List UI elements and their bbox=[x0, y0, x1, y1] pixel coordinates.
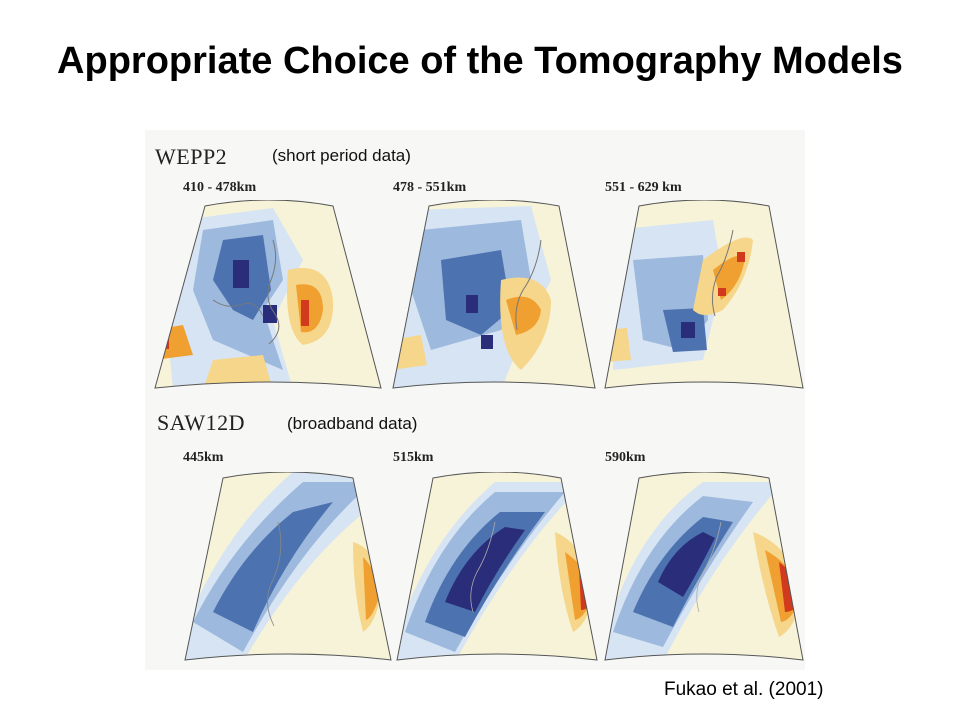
map-panel-saw12d-445km bbox=[184, 472, 392, 661]
map-panel-wepp2-551-629km bbox=[604, 200, 804, 389]
model-name-wepp2: WEPP2 bbox=[155, 144, 228, 169]
model-name-saw12d: SAW12D bbox=[157, 410, 246, 435]
data-note-short-period: (short period data) bbox=[272, 146, 411, 165]
depth-label-saw12d-3: 590km bbox=[605, 450, 646, 465]
map-panel-saw12d-515km bbox=[396, 472, 598, 661]
map-panel-saw12d-590km bbox=[604, 472, 804, 661]
data-note-broadband: (broadband data) bbox=[287, 414, 418, 433]
map-panel-wepp2-410-478km bbox=[154, 200, 382, 389]
map-panel-wepp2-478-551km bbox=[392, 200, 596, 389]
depth-label-wepp2-1: 410 - 478km bbox=[183, 180, 257, 195]
citation: Fukao et al. (2001) bbox=[664, 679, 824, 700]
depth-label-saw12d-1: 445km bbox=[183, 450, 224, 465]
depth-label-saw12d-2: 515km bbox=[393, 450, 434, 465]
tomography-figure: WEPP2 (short period data) 410 - 478km 47… bbox=[145, 130, 805, 670]
depth-label-wepp2-2: 478 - 551km bbox=[393, 180, 467, 195]
slide-title: Appropriate Choice of the Tomography Mod… bbox=[57, 40, 903, 82]
depth-label-wepp2-3: 551 - 629 km bbox=[605, 180, 682, 195]
